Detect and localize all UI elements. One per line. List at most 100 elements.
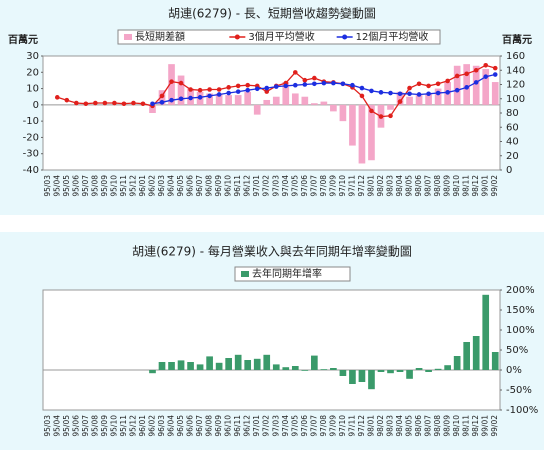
point	[226, 90, 231, 96]
point	[435, 90, 441, 96]
x-tick-label: 98/10	[452, 175, 461, 197]
x-tick-label: 97/10	[338, 175, 347, 197]
point	[64, 97, 70, 103]
x-tick-label: 97/06	[300, 175, 309, 197]
x-tick-label: 95/12	[128, 175, 137, 197]
bar	[215, 93, 223, 105]
x-tick-label: 98/02	[376, 415, 385, 437]
x-tick-label: 98/03	[386, 175, 395, 197]
y2-tick-label: 80	[506, 108, 519, 119]
y-tick-label: 0	[33, 100, 39, 111]
bar	[234, 354, 242, 370]
legend-box	[234, 266, 351, 282]
point	[378, 90, 384, 95]
point	[235, 89, 241, 94]
point	[407, 85, 412, 91]
y2-tick-label: 100	[506, 94, 525, 105]
point	[426, 91, 431, 97]
x-tick-label: 97/03	[271, 175, 280, 197]
bar	[339, 370, 347, 376]
x-tick-label: 96/03	[157, 175, 166, 197]
x-tick-label: 98/09	[443, 175, 452, 197]
y2-tick-label: 0%	[506, 365, 522, 376]
x-tick-label: 96/04	[167, 175, 176, 197]
chart-title: 胡連(6279) - 長、短期營收趨勢變動圖	[168, 6, 376, 21]
x-tick-label: 97/05	[290, 415, 299, 437]
point	[454, 87, 460, 93]
y2-tick-label: 50%	[506, 345, 528, 356]
point	[378, 114, 384, 119]
x-tick-label: 96/05	[176, 175, 185, 197]
x-tick-label: 95/12	[128, 415, 137, 437]
point	[102, 100, 108, 106]
x-tick-label: 96/01	[138, 175, 147, 197]
point	[131, 100, 136, 106]
bar	[472, 65, 480, 105]
y2-tick-label: 40	[506, 137, 519, 148]
legend-label: 12個月平均營收	[356, 30, 429, 43]
point	[473, 80, 479, 85]
bar	[453, 356, 461, 370]
point	[235, 83, 241, 89]
bar	[425, 370, 432, 372]
bar	[377, 370, 385, 372]
legend-label: 長短期差額	[135, 30, 185, 43]
bar	[396, 370, 404, 372]
bar	[244, 91, 252, 105]
y-tick-label: 30	[26, 51, 39, 62]
y-tick-label: -30	[23, 149, 39, 160]
x-tick-label: 96/11	[233, 415, 242, 437]
legend-swatch	[124, 34, 132, 40]
point	[188, 95, 193, 101]
bar	[272, 364, 280, 370]
bar	[253, 358, 261, 370]
point	[492, 72, 498, 77]
bar	[244, 360, 252, 370]
x-tick-label: 96/12	[243, 415, 252, 437]
bar	[396, 91, 404, 105]
point	[178, 96, 184, 102]
point	[264, 85, 270, 91]
legend-box	[117, 29, 441, 45]
x-tick-label: 95/10	[109, 415, 118, 437]
point	[331, 80, 336, 86]
bar	[491, 82, 499, 105]
x-tick-label: 95/10	[109, 175, 118, 197]
point	[74, 100, 79, 106]
y-tick-label: -10	[23, 116, 39, 127]
x-tick-label: 98/08	[433, 415, 442, 437]
x-tick-label: 98/07	[424, 415, 433, 437]
point	[350, 82, 355, 88]
bar	[225, 95, 232, 105]
x-tick-label: 97/02	[262, 175, 271, 197]
point	[445, 90, 450, 95]
x-tick-label: 98/01	[366, 415, 375, 437]
bar	[187, 362, 194, 370]
point	[254, 86, 260, 92]
x-tick-label: 96/03	[157, 415, 166, 437]
x-tick-label: 97/08	[319, 175, 328, 197]
x-tick-label: 96/10	[224, 415, 233, 437]
x-tick-label: 95/08	[90, 175, 99, 197]
x-tick-label: 95/04	[52, 175, 61, 197]
point	[216, 87, 222, 92]
bar	[387, 370, 394, 374]
x-tick-label: 98/09	[443, 415, 452, 437]
point	[473, 67, 479, 73]
x-tick-label: 97/08	[319, 415, 328, 437]
y-tick-label: 20	[26, 67, 39, 78]
x-tick-label: 95/07	[81, 415, 90, 437]
bar	[358, 370, 366, 382]
x-tick-label: 97/06	[300, 415, 309, 437]
x-tick-label: 96/07	[195, 175, 204, 197]
bar	[368, 104, 375, 161]
point	[83, 101, 89, 107]
x-tick-label: 96/06	[186, 415, 195, 437]
bar	[491, 352, 499, 370]
bar	[272, 96, 280, 105]
x-tick-label: 98/03	[386, 415, 395, 437]
point	[159, 100, 165, 105]
bar	[320, 369, 328, 370]
point	[388, 90, 393, 96]
bar	[177, 360, 185, 370]
